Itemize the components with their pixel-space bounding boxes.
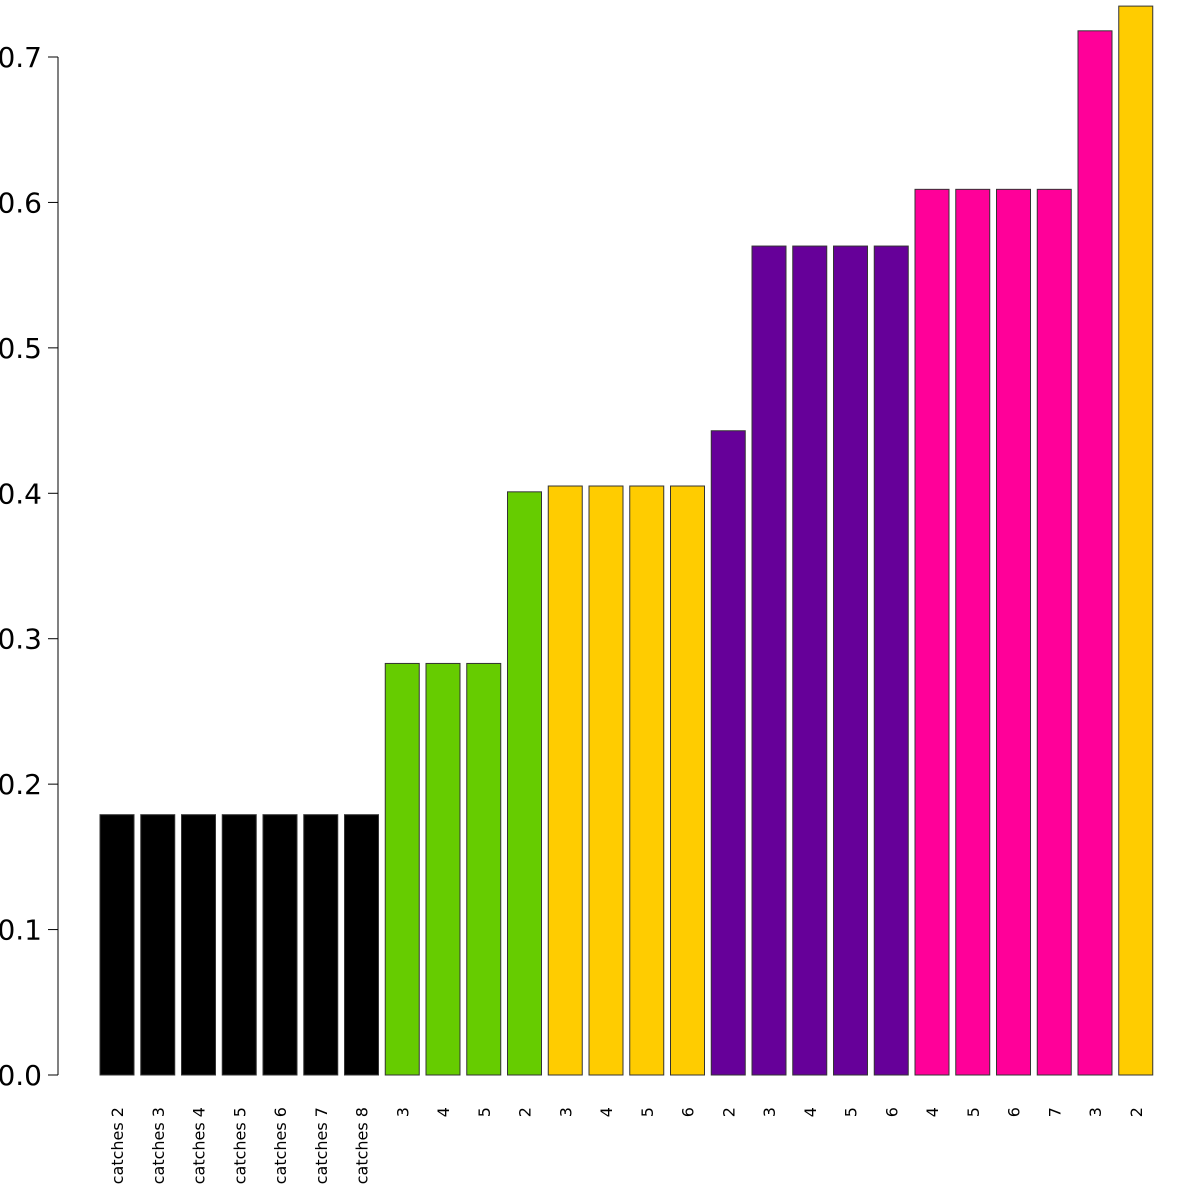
x-tick-label: 5 (842, 1107, 861, 1117)
x-tick-label: 5 (964, 1107, 983, 1117)
x-tick-label: catches 8 (353, 1107, 372, 1184)
bar (384, 662, 420, 1076)
x-tick-label: 4 (434, 1107, 453, 1117)
x-tick-label: catches 5 (230, 1107, 249, 1184)
x-tick-label: 4 (801, 1107, 820, 1117)
bars (99, 5, 1154, 1076)
y-tick-label: 0.5 (0, 332, 42, 365)
x-tick-label: 2 (719, 1107, 738, 1117)
bar (425, 662, 461, 1076)
bar (670, 485, 705, 1076)
x-tick-label: 3 (760, 1107, 779, 1117)
x-tick-label: 6 (882, 1107, 901, 1117)
bar (914, 188, 950, 1076)
x-tick-label: 5 (638, 1107, 657, 1117)
bar (507, 491, 542, 1076)
y-tick-label: 0.0 (0, 1059, 42, 1092)
bar (792, 245, 828, 1076)
y-axis: 0.0 0.1 0.2 0.3 0.4 0.5 0.6 0.7 (0, 41, 59, 1092)
y-tick-label: 0.7 (0, 41, 42, 74)
bar (1077, 30, 1113, 1076)
y-tick-label: 0.3 (0, 623, 42, 656)
bar (833, 245, 868, 1076)
y-tick-label: 0.6 (0, 186, 42, 219)
bar (629, 485, 665, 1076)
bar (996, 188, 1031, 1076)
x-tick-label: catches 3 (149, 1107, 168, 1184)
bar (99, 814, 135, 1076)
x-tick-label: 2 (516, 1107, 535, 1117)
bar (221, 814, 257, 1076)
bar (262, 814, 298, 1076)
bar (140, 814, 176, 1076)
x-axis-labels: catches 2 catches 3 catches 4 catches 5 catc… (108, 1107, 1146, 1184)
bar (1036, 188, 1072, 1076)
bar (344, 814, 379, 1076)
y-tick-label: 0.1 (0, 914, 42, 947)
x-tick-label: 4 (923, 1107, 942, 1117)
bar (710, 430, 746, 1076)
x-tick-label: 4 (597, 1107, 616, 1117)
x-tick-label: catches 6 (271, 1107, 290, 1184)
y-tick-label: 0.2 (0, 768, 42, 801)
bar (181, 814, 216, 1076)
x-tick-label: catches 4 (190, 1107, 209, 1184)
x-tick-label: catches 2 (108, 1107, 127, 1184)
bar (751, 245, 787, 1076)
x-tick-label: 5 (475, 1107, 494, 1117)
bar (547, 485, 583, 1076)
x-tick-label: 7 (1045, 1107, 1064, 1117)
bar (873, 245, 909, 1076)
bar (466, 662, 502, 1076)
x-tick-label: 6 (1005, 1107, 1024, 1117)
x-tick-label: catches 7 (312, 1107, 331, 1184)
bar (1118, 5, 1154, 1076)
bar (588, 485, 624, 1076)
x-tick-label: 3 (1086, 1107, 1105, 1117)
bar (303, 814, 339, 1076)
x-tick-label: 3 (556, 1107, 575, 1117)
y-tick-label: 0.4 (0, 477, 42, 510)
bar (955, 188, 991, 1076)
x-tick-label: 3 (393, 1107, 412, 1117)
x-tick-label: 6 (679, 1107, 698, 1117)
x-tick-label: 2 (1127, 1107, 1146, 1117)
